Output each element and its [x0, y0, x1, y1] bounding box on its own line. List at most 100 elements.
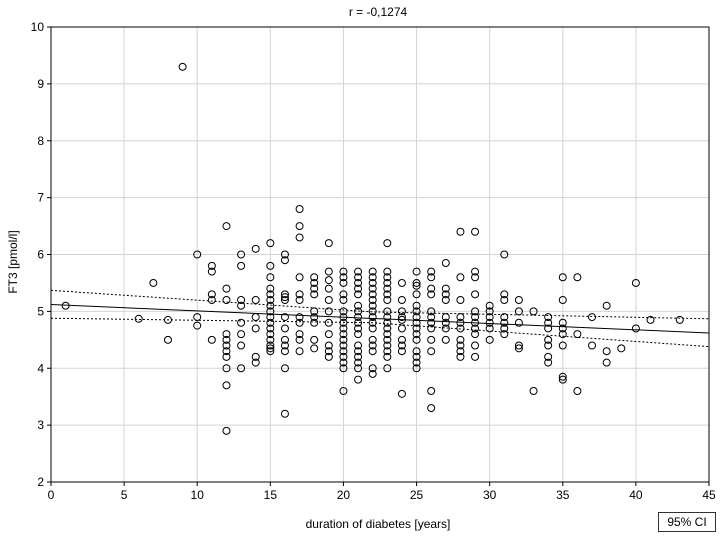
data-point — [558, 296, 567, 304]
x-tick-label: 5 — [121, 488, 128, 502]
data-point — [427, 335, 436, 344]
data-point — [456, 341, 465, 350]
data-point — [193, 313, 202, 322]
x-axis-label: duration of diabetes [years] — [306, 517, 451, 531]
data-point — [251, 352, 260, 361]
data-point — [339, 364, 348, 373]
data-point — [544, 313, 553, 322]
data-point — [266, 347, 275, 356]
data-point — [354, 307, 363, 316]
data-point — [222, 296, 231, 304]
data-point — [588, 313, 597, 322]
data-point — [544, 352, 553, 361]
data-point — [427, 267, 436, 276]
data-point — [456, 324, 465, 333]
data-point — [266, 324, 275, 333]
data-point — [588, 341, 597, 350]
data-point — [324, 347, 333, 356]
data-point — [441, 290, 450, 299]
data-point — [544, 341, 553, 350]
data-point — [310, 278, 319, 287]
data-point — [134, 314, 143, 323]
data-point — [339, 347, 348, 356]
data-point — [368, 335, 377, 344]
data-point — [383, 267, 392, 276]
data-point — [368, 284, 377, 293]
data-point — [339, 318, 348, 327]
data-point — [280, 290, 289, 299]
regression-line — [50, 304, 710, 334]
data-point — [471, 273, 480, 282]
data-point — [485, 324, 494, 333]
data-point — [602, 358, 611, 367]
data-point — [456, 227, 465, 236]
y-tick-label: 8 — [37, 134, 44, 148]
data-point — [251, 313, 260, 322]
data-points — [61, 62, 684, 435]
data-point — [529, 387, 538, 395]
data-point — [485, 318, 494, 327]
data-point — [339, 296, 348, 304]
data-point — [471, 341, 480, 350]
data-point — [383, 273, 392, 282]
y-tick-label: 5 — [37, 304, 44, 318]
data-point — [207, 290, 216, 299]
data-point — [207, 335, 216, 344]
data-point — [544, 335, 553, 344]
data-point — [324, 276, 333, 285]
data-point — [295, 273, 304, 282]
data-point — [456, 313, 465, 322]
data-point — [397, 389, 406, 398]
data-point — [354, 273, 363, 282]
data-point — [412, 307, 421, 316]
data-point — [295, 335, 304, 344]
data-point — [412, 267, 421, 276]
data-point — [354, 358, 363, 367]
data-point — [471, 352, 480, 361]
data-point — [558, 330, 567, 339]
data-point — [558, 318, 567, 327]
data-point — [280, 409, 289, 418]
data-point — [514, 344, 523, 353]
data-point — [500, 290, 509, 299]
data-point — [412, 335, 421, 344]
data-point — [427, 290, 436, 299]
x-tick-label: 25 — [410, 488, 424, 502]
data-point — [266, 335, 275, 344]
data-point — [441, 313, 450, 322]
y-tick-label: 3 — [37, 418, 44, 432]
x-tick-label: 40 — [629, 488, 643, 502]
data-point — [295, 347, 304, 356]
data-point — [471, 227, 480, 236]
data-point — [178, 62, 187, 71]
data-point — [295, 313, 304, 322]
data-point — [427, 307, 436, 316]
data-point — [471, 290, 480, 299]
data-point — [368, 324, 377, 333]
data-point — [295, 296, 304, 304]
data-point — [368, 369, 377, 378]
data-point — [383, 324, 392, 333]
data-point — [471, 307, 480, 316]
data-point — [412, 364, 421, 373]
data-point — [427, 273, 436, 282]
x-tick-label: 45 — [702, 488, 716, 502]
data-point — [237, 364, 246, 373]
data-point — [412, 318, 421, 327]
data-point — [251, 296, 260, 304]
data-point — [266, 239, 275, 248]
ci-legend-badge: 95% CI — [658, 512, 716, 532]
y-tick-label: 10 — [31, 20, 45, 34]
data-point — [266, 301, 275, 310]
data-point — [207, 296, 216, 304]
data-point — [368, 341, 377, 350]
x-tick-label: 35 — [556, 488, 570, 502]
data-point — [280, 293, 289, 302]
data-point — [310, 307, 319, 316]
data-point — [558, 273, 567, 282]
data-point — [295, 233, 304, 242]
data-point — [266, 307, 275, 316]
data-point — [383, 307, 392, 316]
data-point — [617, 344, 626, 353]
